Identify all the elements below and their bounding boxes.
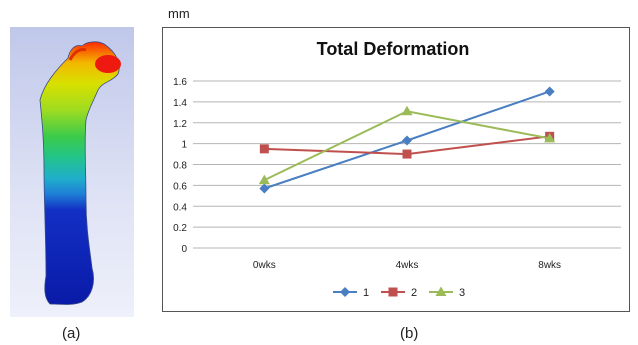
femur-shape: [39, 41, 120, 305]
y-tick-label: 0.2: [173, 223, 187, 234]
series-3-point: [401, 105, 413, 116]
legend-label: 3: [459, 287, 465, 299]
y-axis-unit-label: mm: [168, 6, 190, 21]
total-deformation-chart: Total Deformation 0 0.2 0.4 0.6 0.8 1 1.2 1.4 1.…: [173, 39, 621, 299]
series-1-point: [259, 183, 270, 194]
series-3-point: [544, 132, 556, 143]
chart-series: [258, 86, 556, 194]
series-1-point: [544, 86, 555, 97]
x-axis-ticks: 0wks 4wks 8wks: [253, 260, 561, 271]
femur-head: [95, 55, 121, 73]
femur-contour-image: [39, 41, 121, 305]
series-3-line: [263, 110, 550, 182]
y-tick-label: 1.2: [173, 119, 187, 130]
caption-a: (a): [62, 325, 81, 342]
series-3-point: [258, 174, 270, 185]
legend-swatch-marker: [435, 286, 447, 296]
x-tick-label: 0wks: [253, 260, 276, 271]
x-tick-label: 8wks: [538, 260, 561, 271]
chart-legend: 1 2 3: [333, 286, 465, 299]
series-2-point: [259, 144, 269, 154]
x-tick-label: 4wks: [396, 260, 419, 271]
series-2-point: [402, 149, 412, 159]
chart-title: Total Deformation: [317, 39, 470, 59]
y-axis-ticks: 0 0.2 0.4 0.6 0.8 1 1.2 1.4 1.6: [173, 77, 187, 255]
y-tick-label: 0.6: [173, 181, 187, 192]
legend-label: 1: [363, 287, 369, 299]
y-tick-label: 0.8: [173, 161, 187, 172]
y-tick-label: 0.4: [173, 202, 187, 213]
legend-swatch-marker: [340, 287, 350, 297]
y-tick-label: 0: [181, 244, 187, 255]
y-tick-label: 1: [181, 140, 187, 151]
legend-swatch-marker: [388, 287, 398, 297]
femur-panel: (a): [0, 0, 150, 345]
y-tick-label: 1.6: [173, 77, 187, 88]
series-1-point: [402, 135, 412, 146]
femur-trochanter: [68, 48, 87, 61]
chart-gridlines: [193, 80, 621, 249]
caption-b: (b): [400, 325, 419, 342]
y-tick-label: 1.4: [173, 98, 187, 109]
legend-label: 2: [411, 287, 417, 299]
chart-frame: Total Deformation 0 0.2 0.4 0.6 0.8 1 1.2 1.4 1.…: [162, 27, 630, 312]
